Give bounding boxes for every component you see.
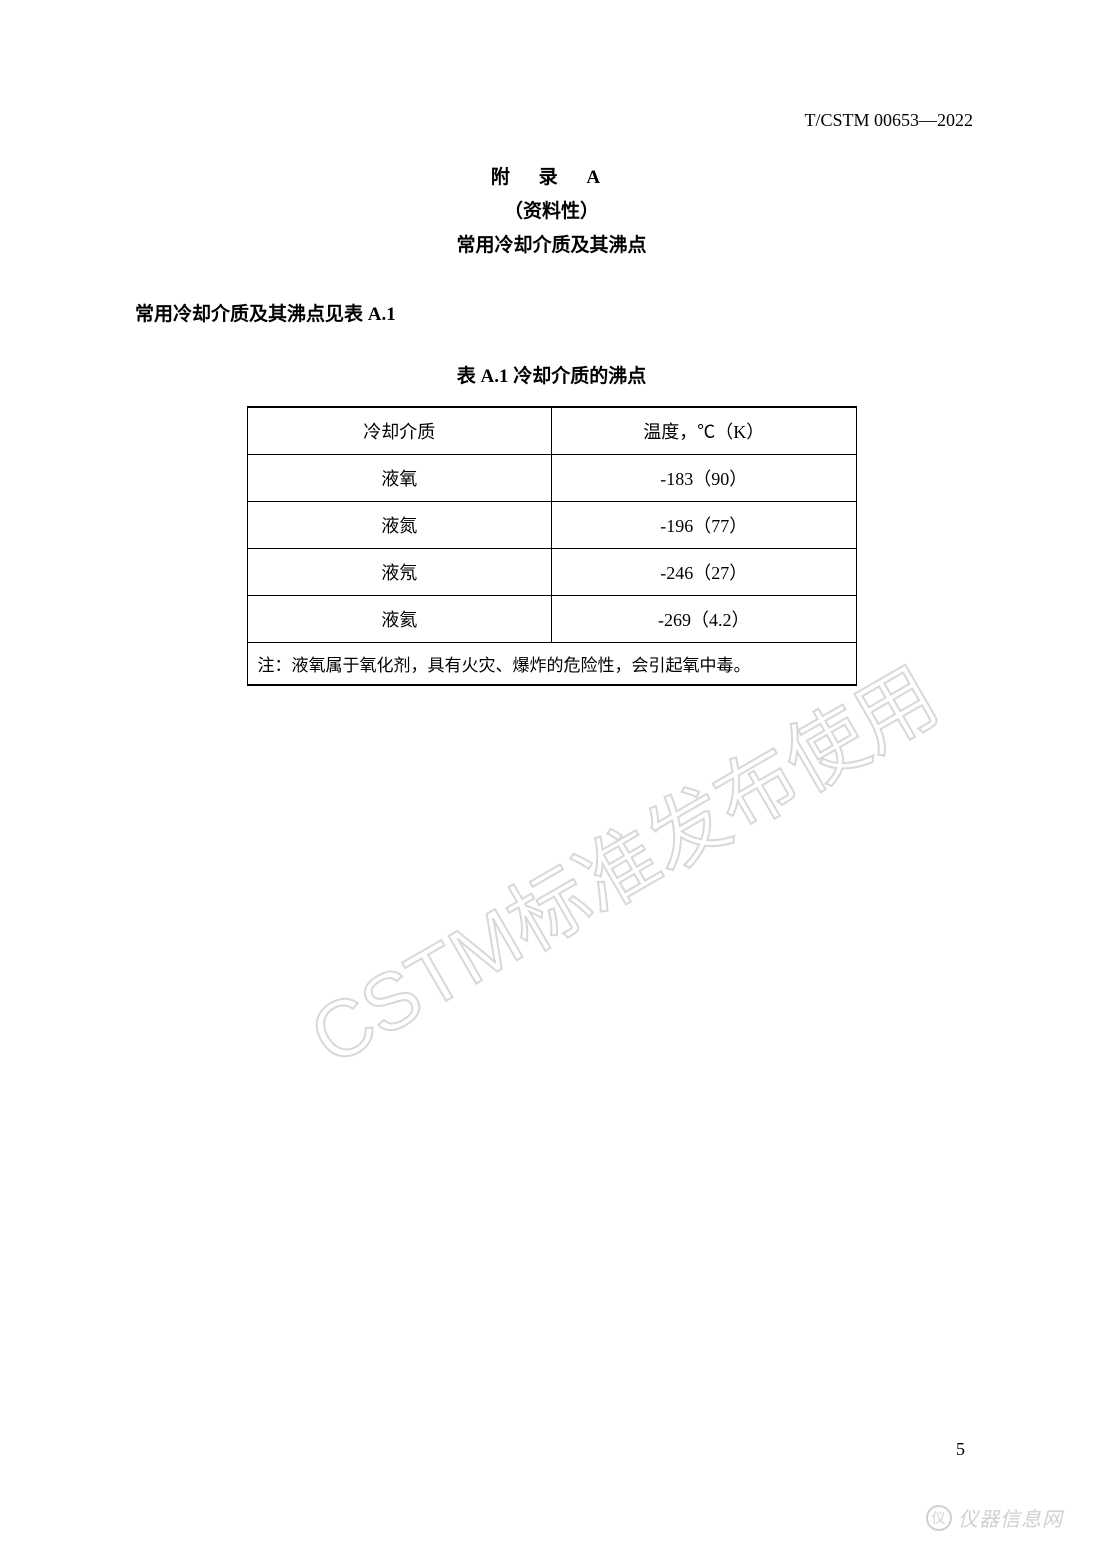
cell-temp: -246（27） xyxy=(552,548,857,595)
table-row: 液氖 -246（27） xyxy=(247,548,856,595)
footer-logo-icon: 仪 xyxy=(926,1505,952,1531)
table-row: 液氧 -183（90） xyxy=(247,454,856,501)
table-row: 液氮 -196（77） xyxy=(247,501,856,548)
coolant-table: 冷却介质 温度，℃（K） 液氧 -183（90） 液氮 -196（77） 液氖 … xyxy=(247,406,857,686)
document-page: T/CSTM 00653—2022 附 录 A （资料性） 常用冷却介质及其沸点… xyxy=(0,0,1103,1560)
cell-temp: -183（90） xyxy=(552,454,857,501)
watermark-text: CSTM标准发布使用 xyxy=(296,651,940,1060)
appendix-title: 常用冷却介质及其沸点 xyxy=(130,229,973,263)
appendix-label: 附 录 A xyxy=(130,161,973,195)
cell-medium: 液氦 xyxy=(247,595,552,642)
cell-medium: 液氧 xyxy=(247,454,552,501)
page-number: 5 xyxy=(956,1439,965,1460)
appendix-type: （资料性） xyxy=(130,195,973,229)
footer-logo-text: 仪器信息网 xyxy=(958,1503,1063,1532)
cell-temp: -269（4.2） xyxy=(552,595,857,642)
table-note-row: 注：液氧属于氧化剂，具有火灾、爆炸的危险性，会引起氧中毒。 xyxy=(247,642,856,685)
table-note: 注：液氧属于氧化剂，具有火灾、爆炸的危险性，会引起氧中毒。 xyxy=(247,642,856,685)
col-header-medium: 冷却介质 xyxy=(247,407,552,455)
appendix-header: 附 录 A （资料性） 常用冷却介质及其沸点 xyxy=(130,161,973,264)
footer-logo: 仪 仪器信息网 xyxy=(926,1503,1063,1532)
cell-medium: 液氖 xyxy=(247,548,552,595)
document-code: T/CSTM 00653—2022 xyxy=(130,110,973,131)
col-header-temp: 温度，℃（K） xyxy=(552,407,857,455)
table-caption: 表 A.1 冷却介质的沸点 xyxy=(130,361,973,388)
cell-temp: -196（77） xyxy=(552,501,857,548)
cell-medium: 液氮 xyxy=(247,501,552,548)
table-header-row: 冷却介质 温度，℃（K） xyxy=(247,407,856,455)
table-row: 液氦 -269（4.2） xyxy=(247,595,856,642)
intro-text: 常用冷却介质及其沸点见表 A.1 xyxy=(135,299,973,326)
